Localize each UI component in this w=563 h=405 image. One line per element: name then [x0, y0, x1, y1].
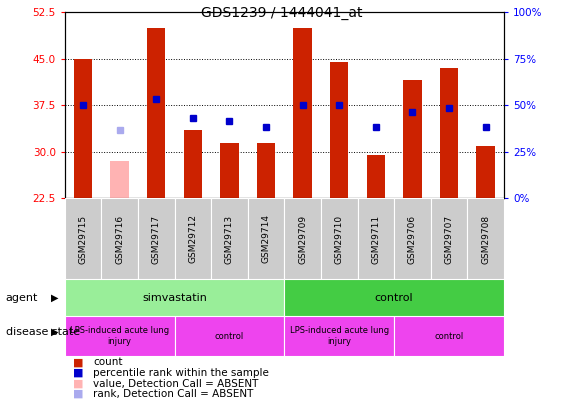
- Text: ■: ■: [73, 368, 84, 378]
- Bar: [394, 316, 504, 356]
- Text: ▶: ▶: [51, 293, 58, 303]
- Text: disease state: disease state: [6, 327, 80, 337]
- Bar: [321, 198, 358, 279]
- Text: control: control: [375, 293, 413, 303]
- Bar: [211, 198, 248, 279]
- Bar: [403, 81, 422, 198]
- Bar: [284, 316, 394, 356]
- Bar: [138, 198, 175, 279]
- Bar: [65, 316, 175, 356]
- Text: ■: ■: [73, 389, 84, 399]
- Text: ■: ■: [73, 379, 84, 388]
- Bar: [65, 279, 284, 316]
- Text: control: control: [435, 332, 463, 341]
- Text: ▶: ▶: [51, 327, 58, 337]
- Bar: [330, 62, 348, 198]
- Bar: [175, 316, 284, 356]
- Text: percentile rank within the sample: percentile rank within the sample: [93, 368, 269, 378]
- Bar: [394, 198, 431, 279]
- Text: GSM29707: GSM29707: [445, 214, 453, 264]
- Bar: [284, 279, 504, 316]
- Bar: [284, 198, 321, 279]
- Text: ■: ■: [73, 358, 84, 367]
- Text: LPS-induced acute lung
injury: LPS-induced acute lung injury: [70, 326, 169, 346]
- Text: value, Detection Call = ABSENT: value, Detection Call = ABSENT: [93, 379, 258, 388]
- Text: GSM29715: GSM29715: [79, 214, 87, 264]
- Text: GSM29716: GSM29716: [115, 214, 124, 264]
- Bar: [440, 68, 458, 198]
- Text: count: count: [93, 358, 122, 367]
- Bar: [65, 198, 101, 279]
- Text: simvastatin: simvastatin: [142, 293, 207, 303]
- Bar: [175, 198, 211, 279]
- Text: GSM29713: GSM29713: [225, 214, 234, 264]
- Text: GSM29710: GSM29710: [335, 214, 343, 264]
- Bar: [431, 198, 467, 279]
- Bar: [358, 198, 394, 279]
- Text: GSM29717: GSM29717: [152, 214, 160, 264]
- Text: GSM29709: GSM29709: [298, 214, 307, 264]
- Bar: [74, 59, 92, 198]
- Bar: [467, 198, 504, 279]
- Bar: [110, 161, 129, 198]
- Text: LPS-induced acute lung
injury: LPS-induced acute lung injury: [289, 326, 389, 346]
- Bar: [147, 28, 166, 198]
- Text: GSM29711: GSM29711: [372, 214, 380, 264]
- Text: GSM29708: GSM29708: [481, 214, 490, 264]
- Bar: [220, 143, 239, 198]
- Text: GSM29712: GSM29712: [189, 215, 197, 263]
- Bar: [476, 146, 495, 198]
- Bar: [367, 155, 385, 198]
- Text: GSM29714: GSM29714: [262, 215, 270, 263]
- Bar: [248, 198, 284, 279]
- Text: agent: agent: [6, 293, 38, 303]
- Text: rank, Detection Call = ABSENT: rank, Detection Call = ABSENT: [93, 389, 253, 399]
- Text: control: control: [215, 332, 244, 341]
- Text: GDS1239 / 1444041_at: GDS1239 / 1444041_at: [201, 6, 362, 20]
- Text: GSM29706: GSM29706: [408, 214, 417, 264]
- Bar: [184, 130, 202, 198]
- Bar: [101, 198, 138, 279]
- Bar: [257, 143, 275, 198]
- Bar: [293, 28, 312, 198]
